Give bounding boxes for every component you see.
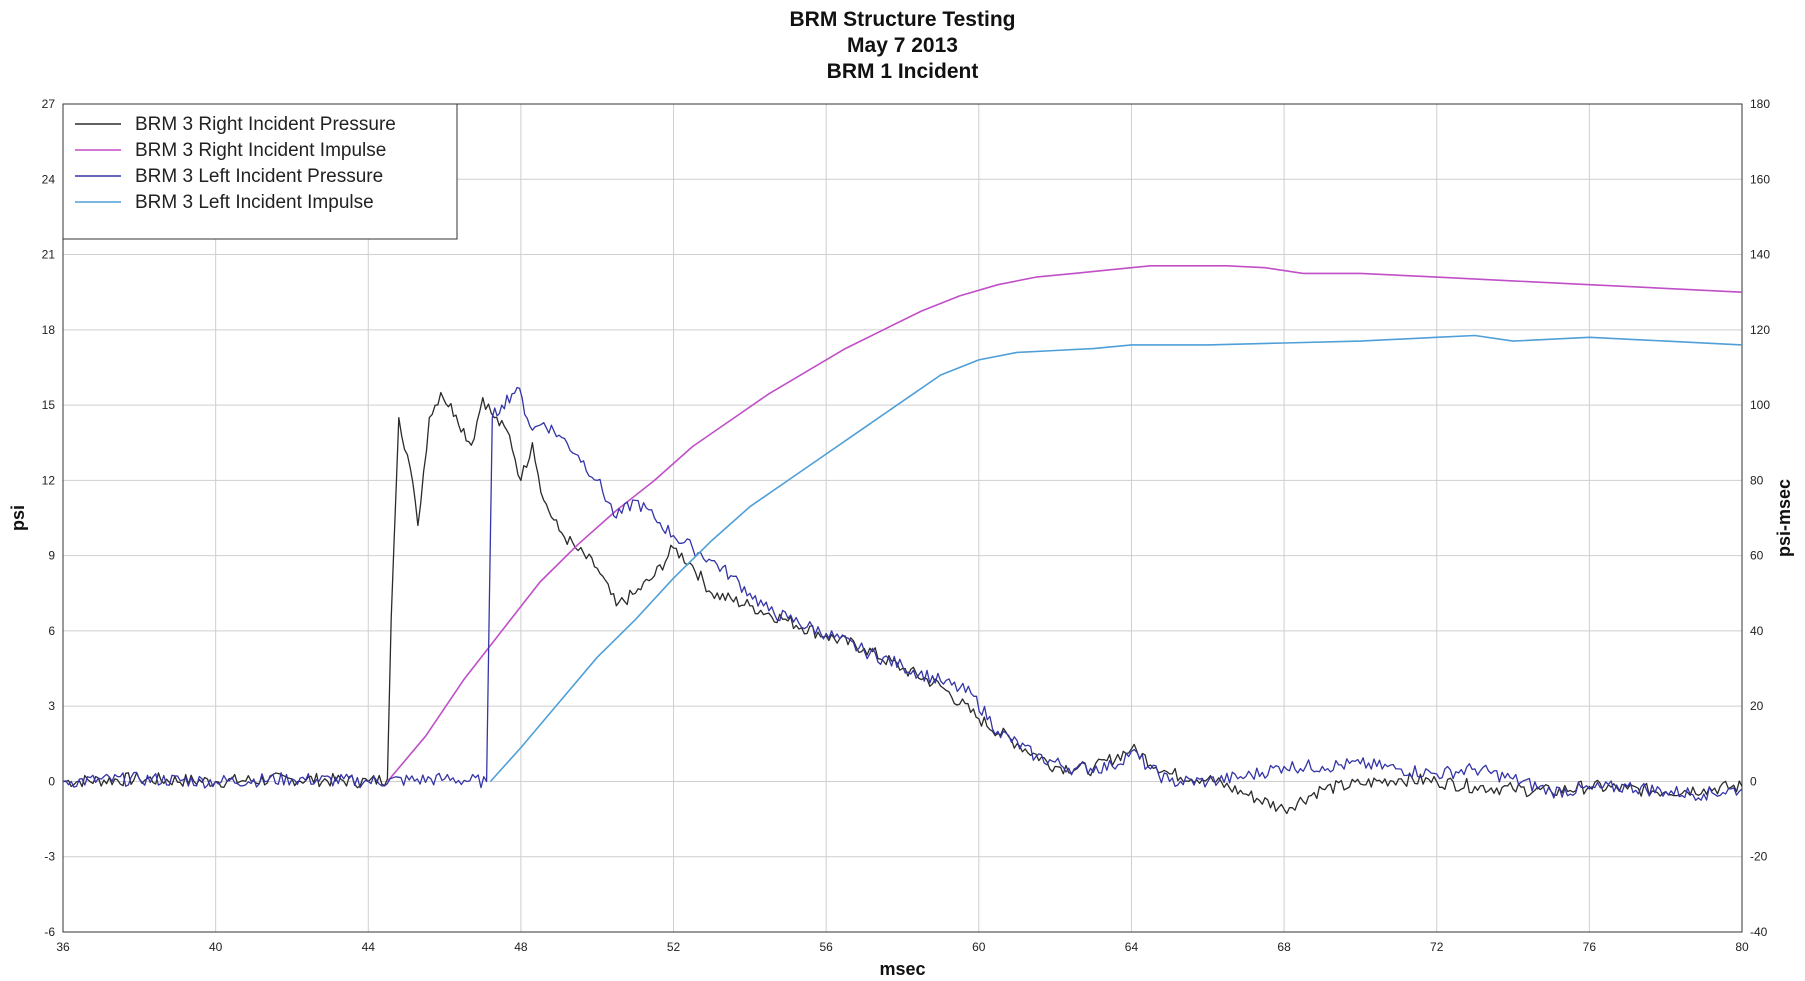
- series-layer: [62, 264, 1743, 815]
- chart-title-line-2: May 7 2013: [847, 34, 958, 57]
- x-tick-label: 48: [514, 940, 528, 954]
- y-right-tick-label: 0: [1750, 774, 1757, 788]
- y-left-tick-label: 24: [42, 172, 56, 186]
- series-line-2: [62, 386, 1743, 801]
- chart-title-line-1: BRM Structure Testing: [790, 8, 1016, 31]
- y-right-tick-label: 80: [1750, 473, 1764, 487]
- y-left-tick-label: 6: [48, 624, 55, 638]
- x-tick-label: 80: [1735, 940, 1749, 954]
- legend-entry-right-impulse: BRM 3 Right Incident Impulse: [135, 140, 386, 161]
- x-tick-label: 64: [1125, 940, 1139, 954]
- legend-entry-right-pressure: BRM 3 Right Incident Pressure: [135, 114, 396, 135]
- y-right-tick-label: -40: [1750, 925, 1768, 939]
- y-right-tick-label: 100: [1750, 398, 1770, 412]
- y-left-tick-label: 27: [42, 97, 56, 111]
- series-line-0: [63, 391, 1743, 815]
- y-right-tick-label: 20: [1750, 699, 1764, 713]
- series-line-1: [386, 264, 1743, 783]
- y-right-tick-label: 160: [1750, 172, 1770, 186]
- x-tick-label: 72: [1430, 940, 1444, 954]
- x-tick-label: 68: [1277, 940, 1291, 954]
- y-left-tick-label: -6: [44, 925, 55, 939]
- plot-frame: [62, 103, 1743, 933]
- y-right-tick-label: 60: [1750, 549, 1764, 563]
- x-tick-label: 76: [1583, 940, 1597, 954]
- y-axis-left-label: psi: [8, 505, 28, 531]
- legend: BRM 3 Right Incident Pressure BRM 3 Righ…: [62, 103, 458, 240]
- x-axis-label: msec: [879, 959, 925, 979]
- y-right-tick-label: 40: [1750, 624, 1764, 638]
- y-right-tick-label: -20: [1750, 850, 1768, 864]
- x-tick-label: 44: [362, 940, 376, 954]
- tick-labels: 36 40 44 48 52 56 60 64 68 72 76 80-6-3036912151821…: [42, 97, 1771, 954]
- x-tick-label: 40: [209, 940, 223, 954]
- y-right-tick-label: 140: [1750, 248, 1770, 262]
- legend-box: [62, 103, 458, 240]
- y-right-tick-label: 120: [1750, 323, 1770, 337]
- y-left-tick-label: -3: [44, 850, 55, 864]
- chart-title-line-3: BRM 1 Incident: [827, 60, 979, 83]
- x-tick-label: 52: [667, 940, 681, 954]
- y-left-tick-label: 21: [42, 248, 56, 262]
- y-axis-right-label: psi-msec: [1774, 479, 1794, 557]
- y-left-tick-label: 9: [48, 549, 55, 563]
- y-right-tick-label: 180: [1750, 97, 1770, 111]
- y-left-tick-label: 12: [42, 473, 56, 487]
- x-tick-label: 36: [56, 940, 70, 954]
- legend-entry-left-pressure: BRM 3 Left Incident Pressure: [135, 166, 383, 187]
- y-left-tick-label: 0: [48, 774, 55, 788]
- x-tick-label: 56: [820, 940, 834, 954]
- grid: [63, 104, 1742, 932]
- legend-entry-left-impulse: BRM 3 Left Incident Impulse: [135, 192, 374, 213]
- y-left-tick-label: 3: [48, 699, 55, 713]
- y-left-tick-label: 15: [42, 398, 56, 412]
- x-tick-label: 60: [972, 940, 986, 954]
- y-left-tick-label: 18: [42, 323, 56, 337]
- series-line-3: [489, 334, 1743, 783]
